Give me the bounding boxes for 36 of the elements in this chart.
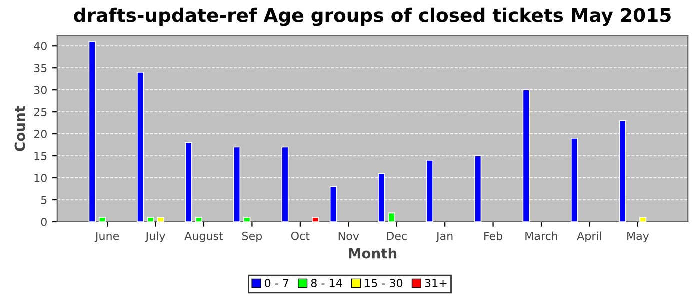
x-tick-label: Jan — [436, 232, 453, 242]
x-tick-label: Nov — [338, 232, 360, 240]
y-tick-label: 25 — [34, 108, 47, 116]
x-tick-label: June — [94, 232, 120, 242]
bar — [388, 212, 396, 222]
y-tick-label: 15 — [34, 152, 47, 160]
x-tick-label: Feb — [484, 232, 503, 240]
y-tick-label: 20 — [34, 130, 47, 138]
x-tick-label: March — [526, 232, 558, 240]
legend-label: 0 - 7 — [265, 279, 289, 288]
legend-label: 15 - 30 — [365, 279, 403, 288]
y-tick-label: 35 — [34, 64, 47, 72]
bar — [98, 217, 106, 222]
y-tick-label: 10 — [34, 174, 47, 182]
bar — [195, 217, 202, 222]
legend-label: 31+ — [425, 279, 447, 288]
y-axis-title: Count — [14, 106, 26, 152]
y-tick-label: 0 — [41, 218, 47, 226]
bar — [639, 217, 647, 222]
chart-title: drafts-update-ref Age groups of closed tickets May 2015 — [74, 8, 671, 26]
x-tick-label: May — [628, 232, 650, 242]
bar — [312, 217, 320, 222]
bar — [244, 217, 251, 222]
x-tick-label: April — [577, 232, 602, 242]
y-tick-label: 5 — [41, 196, 47, 204]
x-tick-label: July — [145, 232, 166, 242]
x-tick-label: Sep — [242, 232, 262, 242]
bar — [147, 217, 154, 222]
y-tick-label: 30 — [34, 86, 47, 94]
bar — [157, 217, 164, 222]
x-tick-label: Dec — [387, 232, 407, 240]
x-tick-label: August — [184, 232, 224, 242]
legend-label: 8 - 14 — [311, 279, 342, 288]
x-tick-label: Oct — [291, 232, 310, 240]
y-tick-label: 40 — [34, 42, 47, 50]
x-axis-title: Month — [349, 248, 397, 259]
